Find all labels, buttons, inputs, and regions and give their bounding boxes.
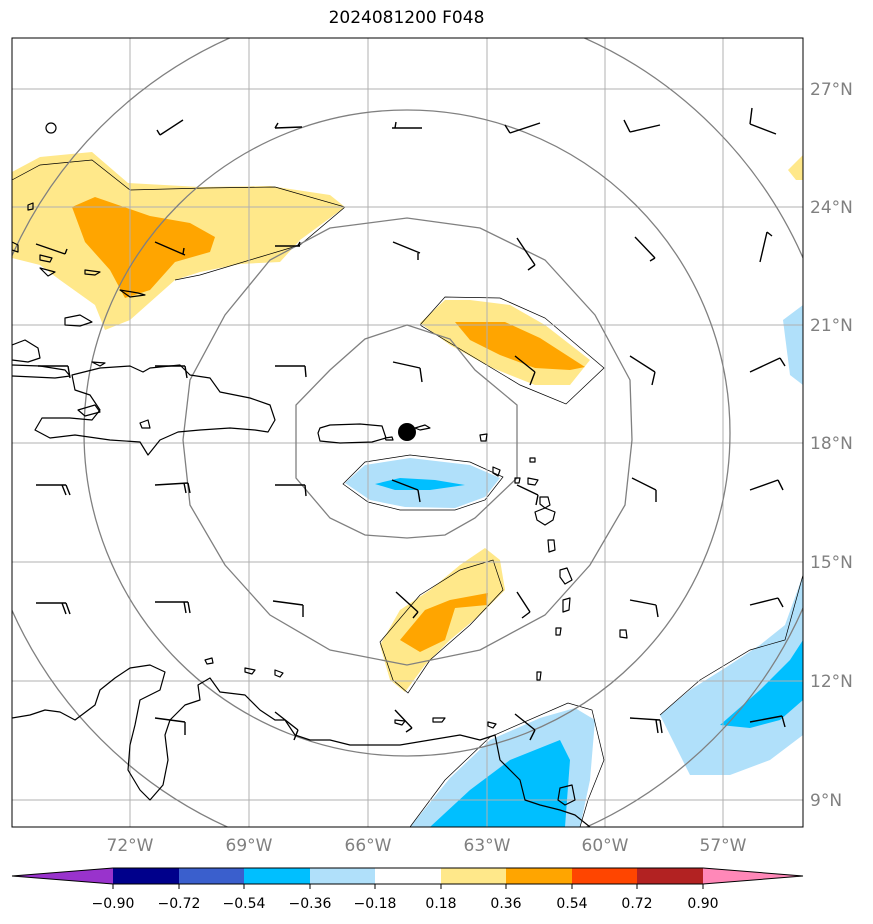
wind-barbs — [35, 107, 786, 741]
coastlines — [12, 122, 628, 827]
wind-barb — [392, 241, 421, 260]
wind-barb — [275, 484, 307, 497]
colorbar-tick-label: −0.72 — [158, 896, 201, 912]
colorbar-tick-label: −0.90 — [92, 896, 135, 912]
wind-barb — [759, 231, 773, 263]
wind-barb — [749, 357, 786, 373]
wind-barb — [155, 365, 188, 379]
range-ring-2 — [182, 217, 633, 666]
wind-barb — [394, 709, 413, 733]
lon-label: 63°W — [464, 836, 511, 856]
wind-barb — [391, 479, 421, 503]
colorbar-bin — [310, 868, 375, 884]
colorbar-bin — [703, 868, 803, 884]
wind-barb — [155, 601, 191, 614]
wind-barb — [749, 597, 784, 608]
wind-barb — [275, 365, 307, 378]
lat-label: 21°N — [810, 316, 853, 336]
map-panel — [12, 38, 803, 827]
wind-barb — [634, 236, 656, 262]
range-ring-3 — [83, 109, 731, 757]
colorbar-tick-label: −0.18 — [354, 896, 397, 912]
lon-label: 57°W — [700, 836, 747, 856]
wind-barb — [36, 484, 71, 496]
lon-label: 66°W — [345, 836, 392, 856]
lon-label: 72°W — [107, 836, 154, 856]
colorbar-tick-label: 0.18 — [425, 896, 456, 912]
colorbar-bin — [12, 868, 113, 884]
colorbar-tick-label: 0.90 — [687, 896, 718, 912]
wind-barb — [623, 119, 661, 133]
colorbar-tick-label: 0.36 — [490, 896, 521, 912]
wind-barb — [749, 107, 777, 135]
colorbar-bin — [572, 868, 637, 884]
wind-barb — [274, 711, 299, 741]
wind-barb — [514, 713, 536, 741]
colorbar-bin — [441, 868, 506, 884]
wind-barb — [629, 717, 663, 734]
lat-label: 15°N — [810, 553, 853, 573]
wind-barb — [629, 355, 656, 386]
lon-label: 69°W — [226, 836, 273, 856]
wind-barb — [36, 602, 71, 615]
anomaly-region-south-negative — [409, 702, 605, 827]
lat-label: 12°N — [810, 672, 853, 692]
colorbar: −0.90 −0.72 −0.54 −0.36 −0.18 0.18 0.36 … — [11, 867, 804, 912]
wind-barb — [392, 361, 423, 383]
colorbar-tick-label: 0.72 — [621, 896, 652, 912]
anomaly-region-bahamas — [12, 152, 346, 330]
wind-barb — [516, 591, 531, 619]
colorbar-bin — [506, 868, 572, 884]
map-title: 2024081200 F048 — [328, 8, 485, 28]
colorbar-tick-label: 0.54 — [556, 896, 587, 912]
wind-barb — [516, 484, 539, 506]
wind-barb — [504, 122, 541, 134]
lat-label: 24°N — [810, 198, 853, 218]
lat-label: 18°N — [810, 434, 853, 454]
anomaly-region-center-negative — [342, 454, 504, 511]
longitude-labels: 72°W 69°W 66°W 63°W 60°W 57°W — [107, 836, 747, 856]
wind-barb — [154, 241, 186, 256]
wind-barb — [275, 241, 301, 247]
wind-barb — [392, 121, 422, 129]
colorbar-bin — [637, 868, 703, 884]
wind-barb — [631, 477, 657, 502]
wind-barb — [154, 717, 186, 735]
wind-barb — [629, 599, 659, 618]
lat-label: 9°N — [810, 791, 842, 811]
wind-barb — [274, 122, 303, 129]
colorbar-bin — [179, 868, 244, 884]
lon-label: 60°W — [582, 836, 629, 856]
wind-barb — [272, 600, 304, 617]
wind-barb — [749, 479, 784, 491]
range-ring-1 — [295, 324, 518, 539]
storm-center-marker — [398, 423, 416, 441]
wind-barb — [516, 237, 536, 271]
latitude-labels: 27°N 24°N 21°N 18°N 15°N 12°N 9°N — [810, 80, 853, 811]
wind-barb — [749, 715, 786, 728]
wind-barb — [156, 119, 184, 136]
wind-barb — [35, 243, 68, 255]
colorbar-bin — [375, 868, 441, 884]
range-rings — [12, 38, 803, 827]
wind-barb — [154, 482, 191, 494]
colorbar-bin — [113, 868, 179, 884]
colorbar-tick-label: −0.36 — [289, 896, 332, 912]
colorbar-tick-label: −0.54 — [223, 896, 266, 912]
map-frame — [11, 37, 804, 828]
wind-barb — [395, 591, 419, 619]
lat-label: 27°N — [810, 80, 853, 100]
colorbar-bin — [244, 868, 310, 884]
wind-barb — [38, 365, 71, 379]
wind-barb — [514, 355, 536, 386]
